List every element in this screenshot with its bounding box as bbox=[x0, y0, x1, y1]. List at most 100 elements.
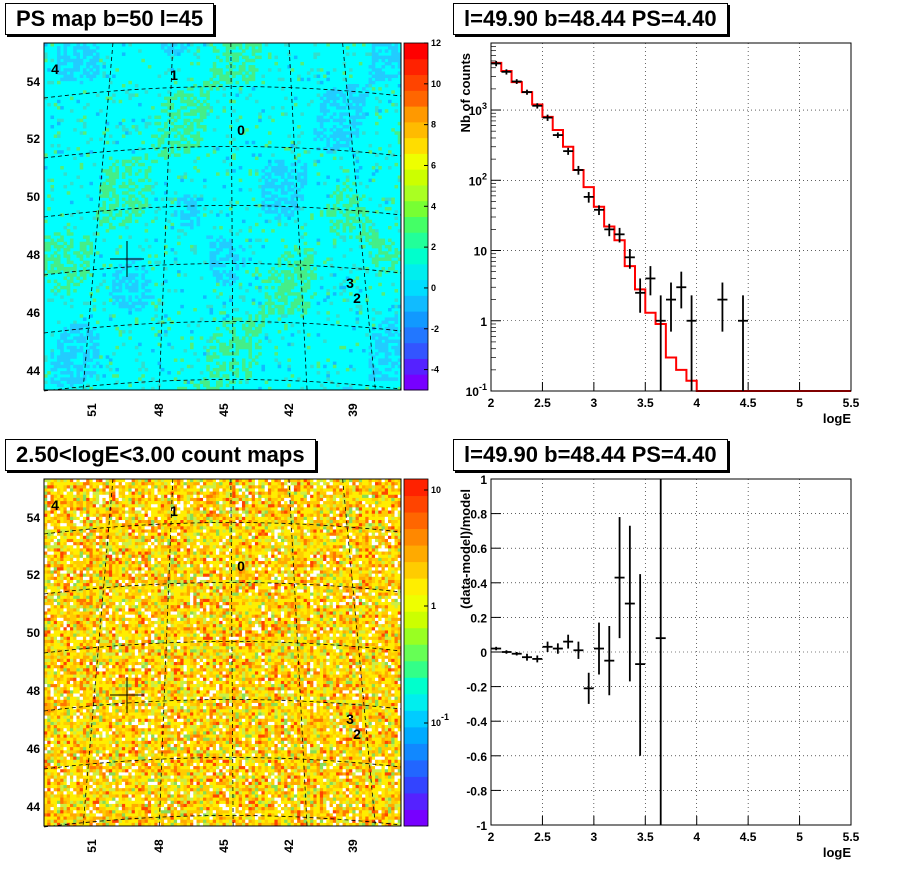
map-x-tick-label: 51 bbox=[85, 839, 99, 853]
colorbar-segment bbox=[404, 232, 428, 248]
colorbar-segment bbox=[404, 185, 428, 201]
colorbar-segment bbox=[404, 611, 428, 628]
source-label: 4 bbox=[51, 61, 59, 77]
source-label: 1 bbox=[170, 67, 178, 83]
colorbar-tick-label: 10 bbox=[431, 79, 441, 89]
residual-panel: 2 2.5 3 3.5 4 4.5 5 5.5-1-0.8-0.6-0.4-0.200.20.… bbox=[458, 473, 860, 860]
map-x-tick-label: 48 bbox=[152, 403, 166, 417]
y-tick-label: -1 bbox=[476, 819, 487, 833]
map-y-tick-label: 52 bbox=[27, 132, 41, 146]
colorbar-tick-label: 0 bbox=[431, 283, 436, 293]
colorbar-segment bbox=[404, 311, 428, 327]
colorbar-segment bbox=[404, 545, 428, 562]
x-axis-label: logE bbox=[823, 845, 851, 860]
colorbar-segment bbox=[404, 529, 428, 546]
colorbar-tick-label: 4 bbox=[431, 201, 436, 211]
colorbar-segment bbox=[404, 264, 428, 280]
map-x-tick-label: 42 bbox=[282, 839, 296, 853]
colorbar-tick-label: 1 bbox=[431, 601, 436, 611]
x-tick-label: 3 bbox=[591, 830, 598, 844]
y-tick-label: -0.2 bbox=[466, 681, 487, 695]
source-label: 1 bbox=[170, 503, 178, 519]
x-tick-label: 3.5 bbox=[637, 396, 654, 410]
colorbar-tick-label: 12 bbox=[431, 38, 441, 48]
y-tick-label: 1 bbox=[480, 315, 487, 329]
x-tick-label: 4.5 bbox=[740, 396, 757, 410]
colorbar-segment bbox=[404, 595, 428, 612]
colorbar-segment bbox=[404, 138, 428, 154]
colorbar-segment bbox=[404, 75, 428, 91]
source-label: 3 bbox=[346, 711, 354, 727]
source-label: 0 bbox=[237, 558, 245, 574]
count-map-title: 2.50<logE<3.00 count maps bbox=[5, 439, 316, 471]
plot-area bbox=[491, 43, 851, 391]
map-x-tick-label: 39 bbox=[346, 403, 360, 417]
colorbar-segment bbox=[404, 809, 428, 826]
map-y-tick-label: 44 bbox=[27, 364, 41, 378]
colorbar-tick-label: -2 bbox=[431, 324, 439, 334]
colorbar-tick-label: 2 bbox=[431, 242, 436, 252]
y-tick-label: -0.8 bbox=[466, 784, 487, 798]
map-x-tick-label: 45 bbox=[217, 403, 231, 417]
x-tick-label: 4 bbox=[693, 830, 700, 844]
map-x-tick-label: 39 bbox=[346, 839, 360, 853]
colorbar-segment bbox=[404, 358, 428, 374]
x-tick-label: 3.5 bbox=[637, 830, 654, 844]
map-y-tick-label: 54 bbox=[27, 511, 41, 525]
colorbar-segment bbox=[404, 343, 428, 359]
map-y-tick-label: 48 bbox=[27, 684, 41, 698]
colorbar-segment bbox=[404, 479, 428, 496]
map-y-tick-label: 54 bbox=[27, 75, 41, 89]
colorbar-tick-label: 8 bbox=[431, 120, 436, 130]
source-label: 2 bbox=[353, 290, 361, 306]
map-x-tick-label: 45 bbox=[217, 839, 231, 853]
colorbar-segment bbox=[404, 106, 428, 122]
x-axis-label: logE bbox=[823, 411, 851, 426]
x-tick-label: 2.5 bbox=[534, 830, 551, 844]
map-y-tick-label: 48 bbox=[27, 248, 41, 262]
y-tick-label: 1 bbox=[480, 473, 487, 487]
x-tick-label: 2.5 bbox=[534, 396, 551, 410]
colorbar-segment bbox=[404, 727, 428, 744]
x-tick-label: 5 bbox=[796, 396, 803, 410]
x-tick-label: 5.5 bbox=[843, 830, 860, 844]
map-y-tick-label: 50 bbox=[27, 626, 41, 640]
colorbar-segment bbox=[404, 562, 428, 579]
map-x-tick-label: 48 bbox=[152, 839, 166, 853]
map-x-tick-label: 51 bbox=[85, 403, 99, 417]
x-tick-label: 2 bbox=[488, 396, 495, 410]
x-tick-label: 5 bbox=[796, 830, 803, 844]
map-x-tick-label: 42 bbox=[282, 403, 296, 417]
x-tick-label: 4.5 bbox=[740, 830, 757, 844]
x-tick-label: 3 bbox=[591, 396, 598, 410]
colorbar-segment bbox=[404, 90, 428, 106]
colorbar-segment bbox=[404, 43, 428, 59]
colorbar-tick-label: -4 bbox=[431, 365, 439, 375]
colorbar-segment bbox=[404, 496, 428, 513]
colorbar-segment bbox=[404, 169, 428, 185]
colorbar-segment bbox=[404, 217, 428, 233]
colorbar-segment bbox=[404, 743, 428, 760]
colorbar-segment bbox=[404, 694, 428, 711]
y-axis-label: (data-model)/model bbox=[458, 489, 473, 609]
source-label: 3 bbox=[346, 275, 354, 291]
source-label: 4 bbox=[51, 497, 59, 513]
map-y-tick-label: 44 bbox=[27, 800, 41, 814]
colorbar-segment bbox=[404, 661, 428, 678]
x-tick-label: 5.5 bbox=[843, 396, 860, 410]
map-y-tick-label: 50 bbox=[27, 190, 41, 204]
y-tick-label: 10-1 bbox=[466, 382, 487, 399]
source-label: 2 bbox=[353, 726, 361, 742]
colorbar-segment bbox=[404, 644, 428, 661]
colorbar-tick-label: 10-1 bbox=[431, 712, 449, 728]
colorbar-segment bbox=[404, 677, 428, 694]
colorbar-tick-label: 6 bbox=[431, 160, 436, 170]
colorbar-segment bbox=[404, 327, 428, 343]
map-y-tick-label: 46 bbox=[27, 306, 41, 320]
colorbar-segment bbox=[404, 295, 428, 311]
colorbar-segment bbox=[404, 201, 428, 217]
colorbar-tick-label: 10 bbox=[431, 485, 441, 495]
x-tick-label: 2 bbox=[488, 830, 495, 844]
